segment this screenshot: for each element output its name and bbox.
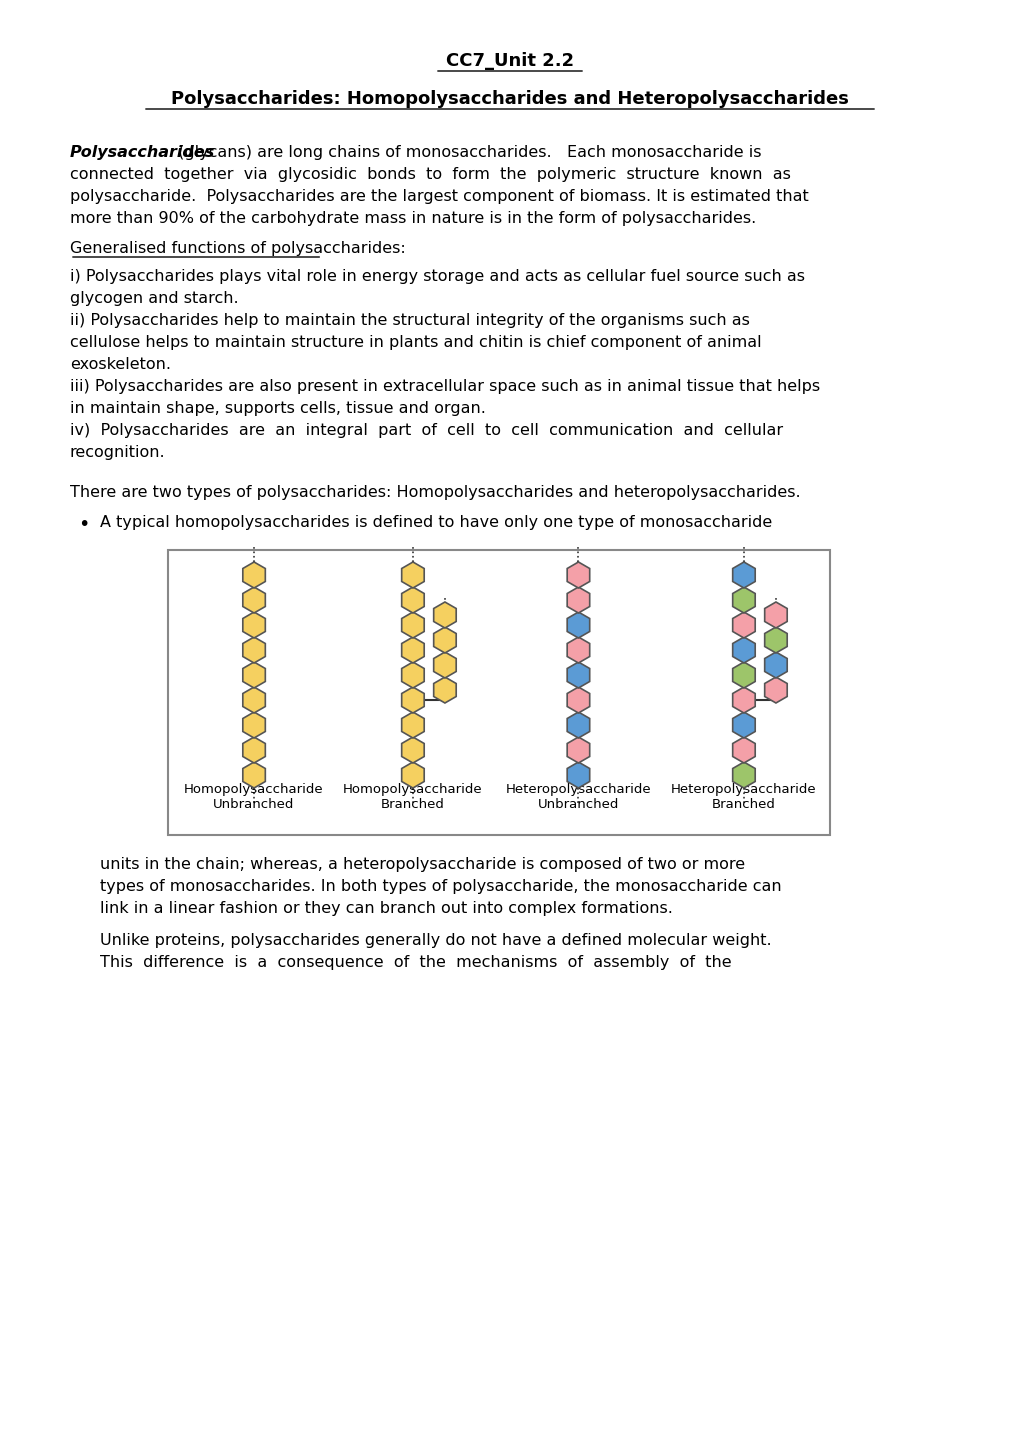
Text: units in the chain; whereas, a heteropolysaccharide is composed of two or more: units in the chain; whereas, a heteropol… — [100, 857, 745, 872]
Polygon shape — [567, 761, 589, 787]
Polygon shape — [433, 601, 455, 629]
Polygon shape — [567, 686, 589, 712]
Polygon shape — [567, 587, 589, 613]
Polygon shape — [401, 686, 424, 712]
Text: There are two types of polysaccharides: Homopolysaccharides and heteropolysaccha: There are two types of polysaccharides: … — [70, 485, 800, 500]
Text: Unlike proteins, polysaccharides generally do not have a defined molecular weigh: Unlike proteins, polysaccharides general… — [100, 933, 770, 947]
Text: iii) Polysaccharides are also present in extracellular space such as in animal t: iii) Polysaccharides are also present in… — [70, 379, 819, 394]
Polygon shape — [401, 712, 424, 738]
Polygon shape — [243, 637, 265, 663]
Polygon shape — [433, 627, 455, 653]
Polygon shape — [732, 662, 754, 688]
Polygon shape — [243, 562, 265, 588]
Polygon shape — [401, 761, 424, 787]
Polygon shape — [567, 562, 589, 588]
Text: exoskeleton.: exoskeleton. — [70, 358, 171, 372]
Polygon shape — [732, 587, 754, 613]
Polygon shape — [732, 562, 754, 588]
Text: iv)  Polysaccharides  are  an  integral  part  of  cell  to  cell  communication: iv) Polysaccharides are an integral part… — [70, 423, 783, 438]
Polygon shape — [732, 737, 754, 763]
Polygon shape — [764, 676, 787, 704]
Text: Homopolysaccharide
Unbranched: Homopolysaccharide Unbranched — [184, 783, 324, 810]
Polygon shape — [433, 676, 455, 704]
Text: (glycans) are long chains of monosaccharides.   Each monosaccharide is: (glycans) are long chains of monosacchar… — [172, 146, 760, 160]
Text: ii) Polysaccharides help to maintain the structural integrity of the organisms s: ii) Polysaccharides help to maintain the… — [70, 313, 749, 327]
Polygon shape — [732, 637, 754, 663]
Polygon shape — [764, 627, 787, 653]
Polygon shape — [732, 761, 754, 787]
Polygon shape — [243, 686, 265, 712]
Polygon shape — [567, 662, 589, 688]
Polygon shape — [243, 611, 265, 637]
Polygon shape — [243, 761, 265, 787]
Text: more than 90% of the carbohydrate mass in nature is in the form of polysaccharid: more than 90% of the carbohydrate mass i… — [70, 211, 755, 226]
Polygon shape — [433, 652, 455, 678]
Text: types of monosaccharides. In both types of polysaccharide, the monosaccharide ca: types of monosaccharides. In both types … — [100, 880, 781, 894]
Bar — [168, 549, 829, 835]
Polygon shape — [567, 637, 589, 663]
Text: A typical homopolysaccharides is defined to have only one type of monosaccharide: A typical homopolysaccharides is defined… — [100, 515, 771, 531]
Text: polysaccharide.  Polysaccharides are the largest component of biomass. It is est: polysaccharide. Polysaccharides are the … — [70, 189, 808, 203]
Polygon shape — [243, 712, 265, 738]
Polygon shape — [401, 637, 424, 663]
Polygon shape — [567, 737, 589, 763]
Polygon shape — [401, 562, 424, 588]
Polygon shape — [401, 587, 424, 613]
Polygon shape — [732, 712, 754, 738]
Polygon shape — [401, 611, 424, 637]
Text: cellulose helps to maintain structure in plants and chitin is chief component of: cellulose helps to maintain structure in… — [70, 335, 761, 350]
Text: Generalised functions of polysaccharides:: Generalised functions of polysaccharides… — [70, 241, 406, 257]
Text: link in a linear fashion or they can branch out into complex formations.: link in a linear fashion or they can bra… — [100, 901, 673, 916]
Text: in maintain shape, supports cells, tissue and organ.: in maintain shape, supports cells, tissu… — [70, 401, 485, 415]
Polygon shape — [764, 652, 787, 678]
Text: Homopolysaccharide
Branched: Homopolysaccharide Branched — [342, 783, 482, 810]
Polygon shape — [243, 587, 265, 613]
Polygon shape — [401, 662, 424, 688]
Text: Heteropolysaccharide
Branched: Heteropolysaccharide Branched — [671, 783, 816, 810]
Polygon shape — [732, 611, 754, 637]
Text: recognition.: recognition. — [70, 446, 165, 460]
Text: Polysaccharides: Polysaccharides — [70, 146, 215, 160]
Text: connected  together  via  glycosidic  bonds  to  form  the  polymeric  structure: connected together via glycosidic bonds … — [70, 167, 790, 182]
Text: Polysaccharides: Homopolysaccharides and Heteropolysaccharides: Polysaccharides: Homopolysaccharides and… — [171, 89, 848, 108]
Polygon shape — [764, 601, 787, 629]
Polygon shape — [243, 662, 265, 688]
Text: i) Polysaccharides plays vital role in energy storage and acts as cellular fuel : i) Polysaccharides plays vital role in e… — [70, 270, 804, 284]
Text: This  difference  is  a  consequence  of  the  mechanisms  of  assembly  of  the: This difference is a consequence of the … — [100, 955, 731, 970]
Polygon shape — [243, 737, 265, 763]
Text: glycogen and starch.: glycogen and starch. — [70, 291, 238, 306]
Polygon shape — [567, 611, 589, 637]
Polygon shape — [567, 712, 589, 738]
Polygon shape — [732, 686, 754, 712]
Text: Heteropolysaccharide
Unbranched: Heteropolysaccharide Unbranched — [505, 783, 650, 810]
Text: CC7_Unit 2.2: CC7_Unit 2.2 — [445, 52, 574, 71]
Text: •: • — [77, 515, 90, 534]
Polygon shape — [401, 737, 424, 763]
